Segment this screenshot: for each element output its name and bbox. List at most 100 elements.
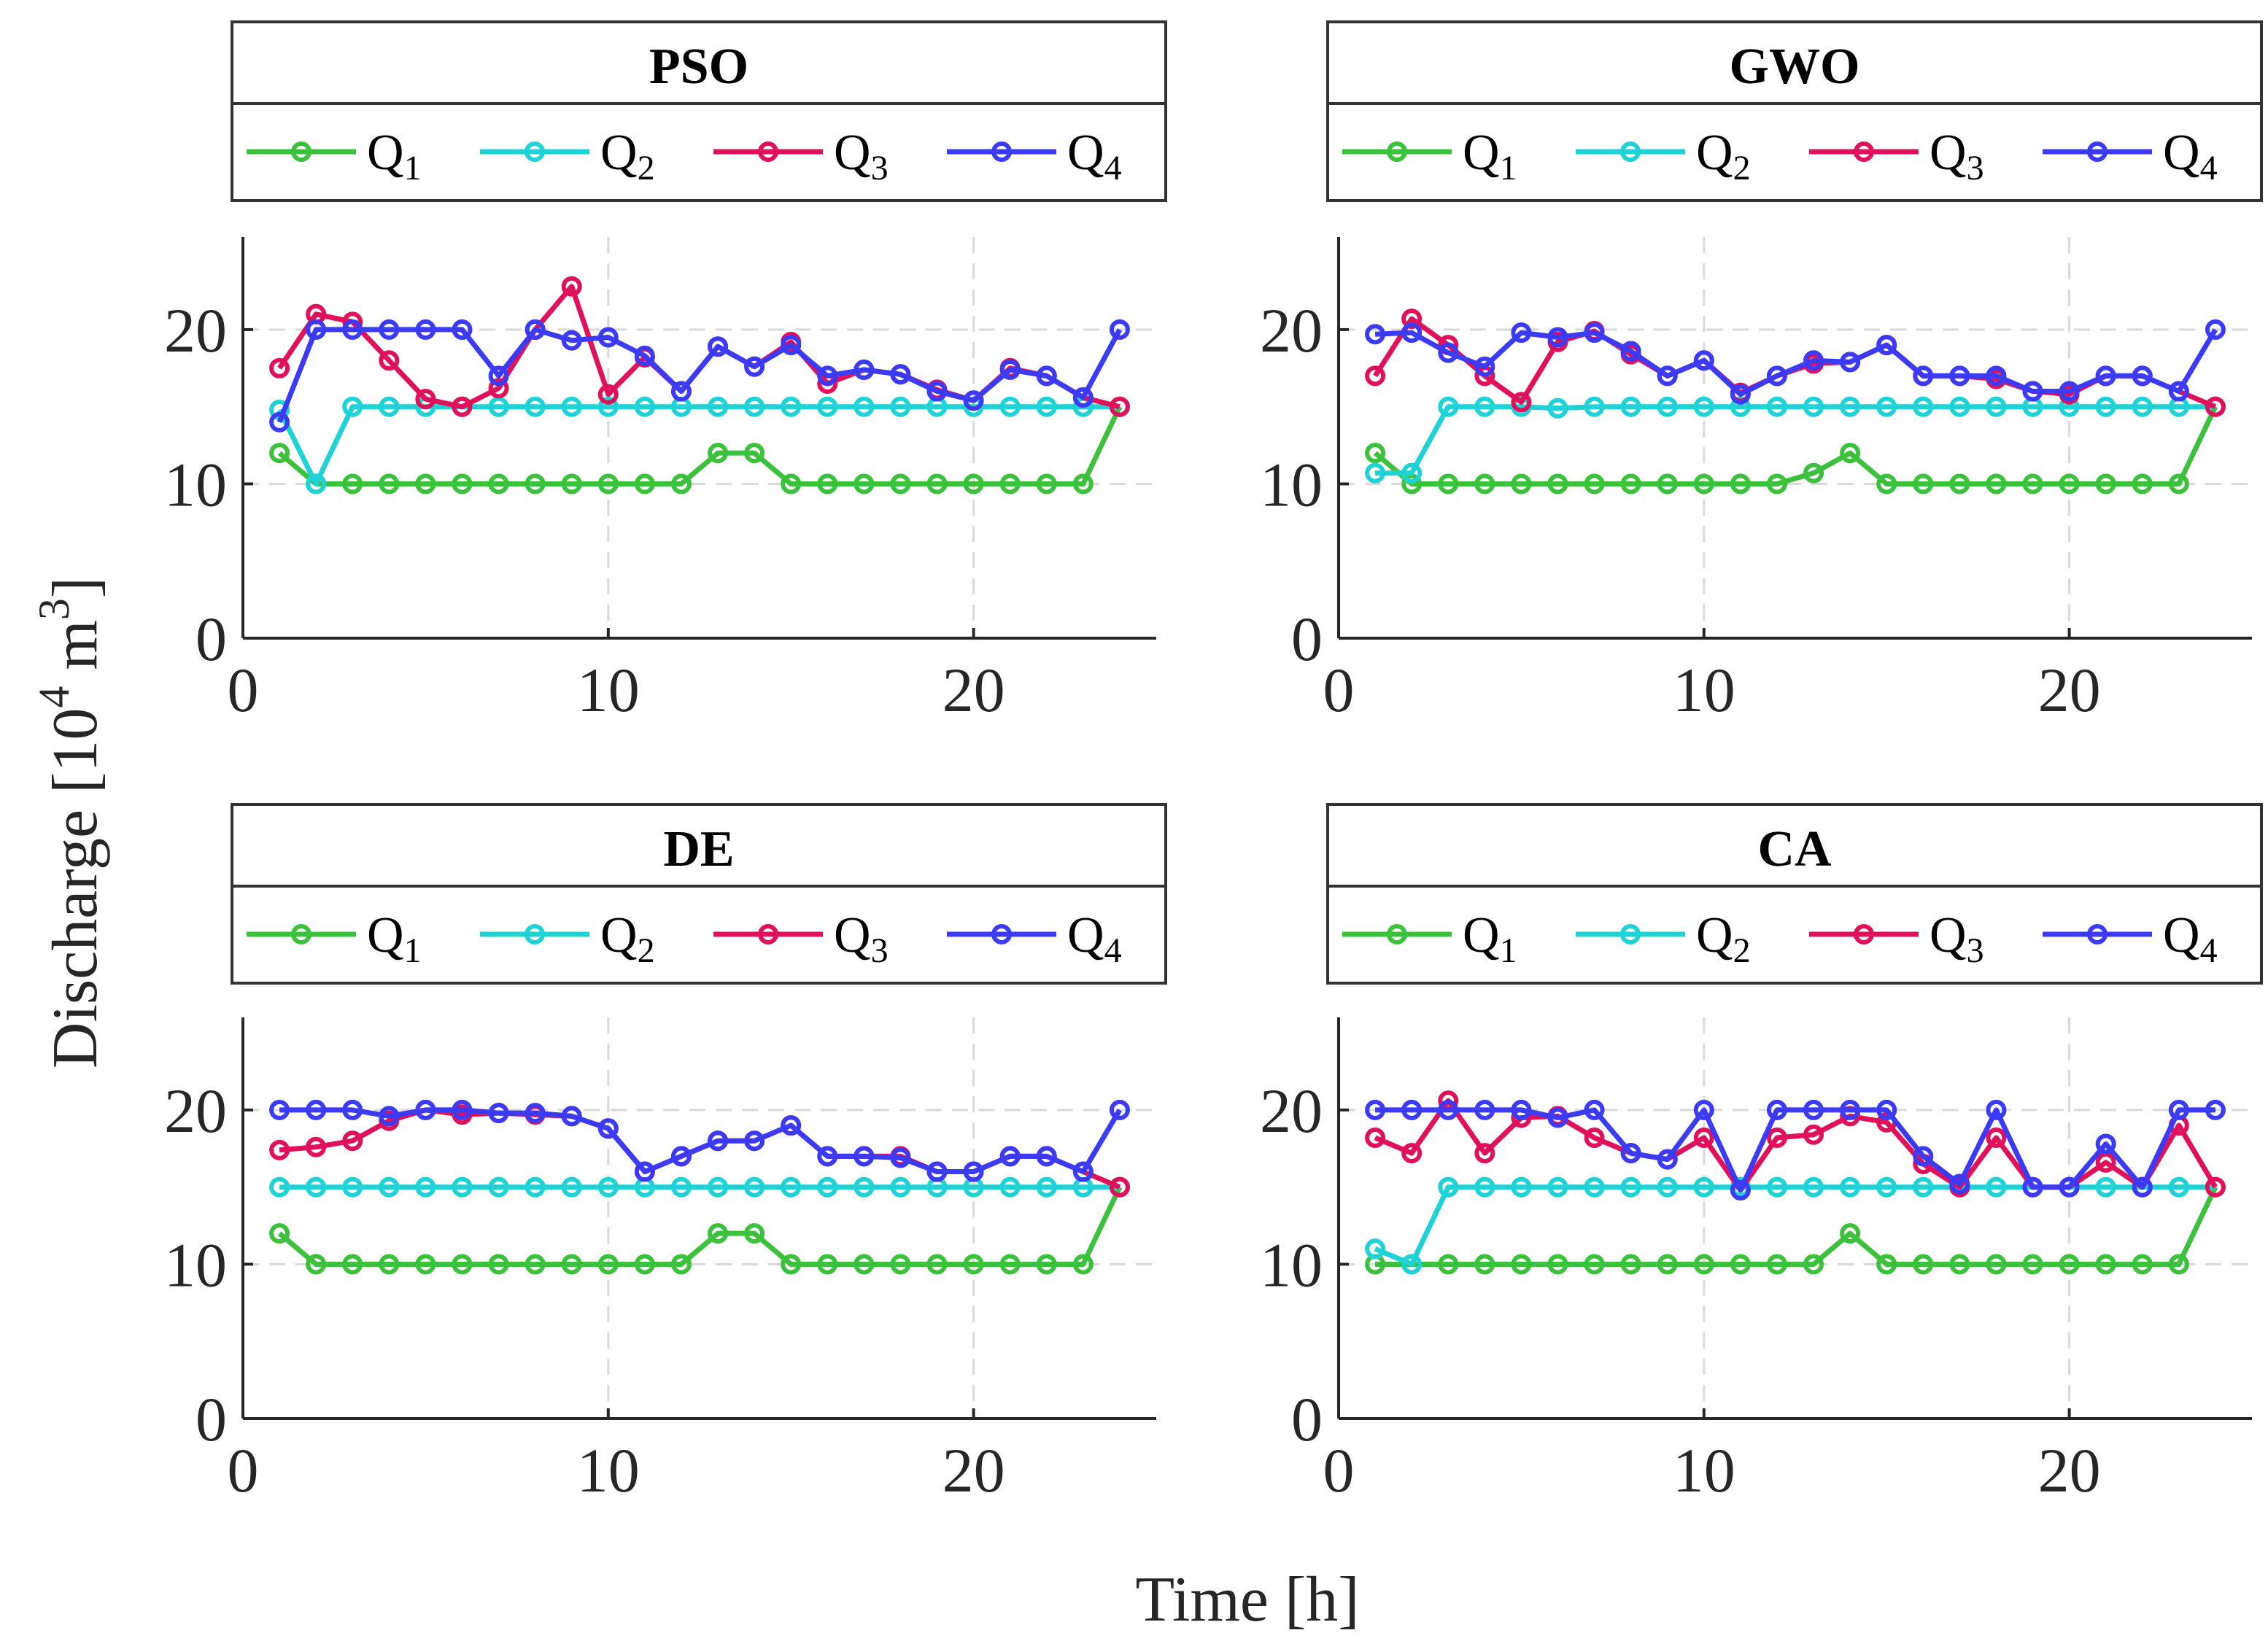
data-point-q1 bbox=[781, 1254, 802, 1275]
data-point-q1 bbox=[708, 1223, 729, 1244]
data-point-q2 bbox=[488, 396, 509, 417]
data-point-q2 bbox=[561, 396, 582, 417]
legend-box bbox=[1326, 803, 2263, 985]
data-point-q4 bbox=[525, 319, 546, 340]
data-point-q2 bbox=[1803, 396, 1824, 417]
data-point-q4 bbox=[342, 319, 363, 340]
data-point-q4 bbox=[1036, 1146, 1057, 1167]
data-point-q4 bbox=[1803, 1099, 1824, 1120]
data-point-q2 bbox=[781, 1176, 802, 1198]
data-point-q2 bbox=[2168, 1176, 2189, 1198]
x-tick-label: 10 bbox=[577, 1435, 640, 1505]
data-point-q3 bbox=[379, 350, 400, 371]
y-tick-label: 0 bbox=[1291, 1384, 1323, 1454]
data-point-q1 bbox=[781, 473, 802, 494]
data-point-q1 bbox=[1876, 473, 1897, 494]
data-point-q1 bbox=[269, 1223, 290, 1244]
data-point-q2 bbox=[744, 396, 765, 417]
data-point-q2 bbox=[1620, 1176, 1641, 1198]
data-point-q4 bbox=[2059, 1176, 2080, 1198]
data-point-q1 bbox=[2168, 1254, 2189, 1275]
data-point-q2 bbox=[342, 1176, 363, 1198]
legend-label-q2: Q2 bbox=[1696, 125, 1751, 187]
legend-label-q3: Q3 bbox=[1930, 907, 1984, 970]
data-point-q3 bbox=[1986, 1128, 2007, 1148]
y-tick-label: 10 bbox=[164, 1230, 227, 1300]
data-point-q1 bbox=[744, 443, 765, 464]
data-point-q4 bbox=[708, 1130, 729, 1152]
data-point-q4 bbox=[890, 364, 911, 385]
data-point-q4 bbox=[634, 1161, 655, 1182]
data-point-q1 bbox=[1584, 473, 1605, 494]
data-point-q3 bbox=[597, 384, 619, 405]
data-point-q1 bbox=[854, 1254, 875, 1275]
legend-label-q1: Q1 bbox=[367, 125, 422, 187]
data-point-q1 bbox=[1036, 1254, 1057, 1275]
data-point-q2 bbox=[854, 1176, 875, 1198]
data-point-q4 bbox=[781, 1115, 802, 1136]
data-point-q4 bbox=[999, 359, 1021, 380]
legend-entry-q1: Q1 bbox=[1342, 907, 1517, 970]
data-point-q2 bbox=[1438, 1176, 1459, 1198]
y-tick-label: 10 bbox=[1260, 1230, 1323, 1300]
data-point-q1 bbox=[890, 1254, 911, 1275]
data-point-q1 bbox=[2132, 1254, 2153, 1275]
data-point-q4 bbox=[269, 411, 290, 432]
data-point-q1 bbox=[926, 1254, 948, 1275]
data-point-q1 bbox=[488, 1254, 509, 1275]
data-point-q4 bbox=[963, 1161, 984, 1182]
legend-marker-q3 bbox=[1854, 141, 1874, 162]
data-point-q1 bbox=[379, 1254, 400, 1275]
data-point-q2 bbox=[1693, 396, 1714, 417]
data-point-q4 bbox=[1036, 365, 1057, 387]
data-point-q4 bbox=[1401, 322, 1423, 344]
legend-marker-q1 bbox=[1387, 924, 1407, 944]
legend-marker-q3 bbox=[1854, 924, 1874, 944]
data-point-q4 bbox=[817, 365, 838, 387]
data-point-q2 bbox=[1986, 396, 2007, 417]
data-point-q2 bbox=[817, 396, 838, 417]
data-point-q4 bbox=[1474, 356, 1495, 377]
legend-marker-q4 bbox=[2087, 924, 2108, 944]
data-point-q1 bbox=[1657, 1254, 1678, 1275]
data-point-q3 bbox=[1766, 1128, 1787, 1148]
legend-entry-q3: Q3 bbox=[1809, 125, 1984, 187]
legend-entry-q2: Q2 bbox=[480, 907, 655, 970]
data-point-q1 bbox=[1840, 1223, 1861, 1244]
data-point-q4 bbox=[1693, 350, 1714, 371]
data-point-q2 bbox=[1803, 1176, 1824, 1198]
data-point-q4 bbox=[1365, 324, 1386, 345]
data-point-q2 bbox=[1547, 397, 1568, 419]
data-point-q2 bbox=[561, 1176, 582, 1198]
data-point-q2 bbox=[1986, 1176, 2007, 1198]
legend-entry-q4: Q4 bbox=[947, 125, 1122, 187]
data-point-q4 bbox=[488, 1103, 509, 1124]
data-point-q2 bbox=[597, 1176, 619, 1198]
data-point-q4 bbox=[525, 1103, 546, 1124]
data-point-q1 bbox=[452, 1254, 473, 1275]
data-point-q4 bbox=[1766, 365, 1787, 387]
legend-label-q1: Q1 bbox=[1463, 907, 1517, 970]
data-point-q1 bbox=[597, 1254, 619, 1275]
data-point-q1 bbox=[597, 473, 619, 494]
legend-box bbox=[1326, 20, 2263, 202]
panel-title: GWO bbox=[1730, 39, 1860, 95]
y-tick-label: 0 bbox=[196, 604, 227, 674]
data-point-q2 bbox=[379, 396, 400, 417]
data-point-q4 bbox=[1547, 1107, 1568, 1128]
legend-marker-q3 bbox=[758, 924, 778, 944]
data-point-q3 bbox=[452, 396, 473, 417]
x-tick-label: 20 bbox=[2038, 1435, 2101, 1505]
data-point-q2 bbox=[1657, 1176, 1678, 1198]
data-point-q4 bbox=[2168, 1099, 2189, 1120]
data-point-q1 bbox=[1474, 1254, 1495, 1275]
data-point-q4 bbox=[1657, 1149, 1678, 1170]
data-point-q2 bbox=[1620, 396, 1641, 417]
data-point-q1 bbox=[2022, 1254, 2043, 1275]
y-tick-label: 20 bbox=[1260, 1076, 1323, 1146]
legend-marker-q1 bbox=[291, 924, 311, 944]
y-tick-label: 20 bbox=[1260, 295, 1323, 365]
data-point-q2 bbox=[379, 1176, 400, 1198]
data-point-q3 bbox=[561, 276, 582, 297]
